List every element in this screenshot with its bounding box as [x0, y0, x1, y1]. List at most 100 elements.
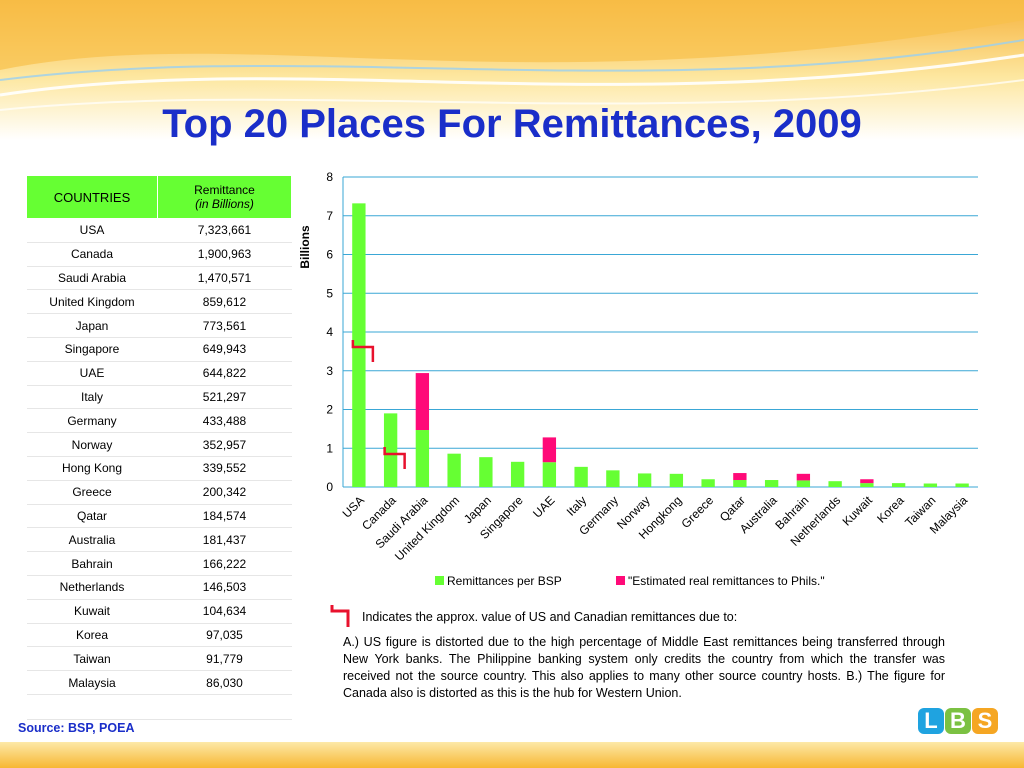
table-cell-value: 97,035: [157, 623, 292, 648]
bar-estimated-real-remittances: [860, 479, 874, 484]
bar-remittances-per-bsp: [637, 473, 652, 487]
bar-remittances-per-bsp: [447, 453, 461, 487]
header-remittance: Remittance (in Billions): [157, 175, 292, 219]
table-cell-country: Saudi Arabia: [26, 266, 158, 291]
table-row: USA 7,323,661: [26, 218, 292, 243]
table-cell-value: 1,470,571: [157, 266, 292, 291]
bar-remittances-per-bsp: [574, 466, 588, 487]
table-cell-value: 859,612: [157, 289, 292, 315]
table-cell-country: Germany: [26, 408, 158, 434]
table-cell-value: 352,957: [157, 432, 292, 457]
remittance-table: COUNTRIES Remittance (in Billions) USA 7,…: [26, 175, 292, 720]
x-tick-label: UAE: [530, 493, 557, 520]
table-cell-country: UAE: [26, 361, 158, 386]
y-tick-label: 0: [326, 480, 333, 494]
logo-letter-s: S: [972, 708, 998, 734]
header-countries: COUNTRIES: [26, 175, 158, 219]
y-tick-label: 5: [326, 286, 333, 300]
x-tick-label: Italy: [564, 493, 589, 518]
total-label: TOTAL: [26, 694, 158, 720]
bar-remittances-per-bsp: [796, 480, 811, 487]
table-cell-country: United Kingdom: [26, 289, 158, 315]
logo-letter-l: L: [918, 708, 944, 734]
table-row: Bahrain 166,222: [26, 551, 292, 576]
table-body: USA 7,323,661 Canada 1,900,963 Saudi Arabia 1…: [26, 218, 292, 720]
table-row: Saudi Arabia 1,470,571: [26, 266, 292, 291]
table-cell-country: Singapore: [26, 337, 158, 362]
table-row: Qatar 184,574: [26, 504, 292, 529]
footer-band-decoration: [0, 742, 1024, 768]
bar-remittances-per-bsp: [383, 413, 398, 487]
table-row: Malaysia 86,030: [26, 670, 292, 695]
x-tick-label: Kuwait: [840, 493, 876, 529]
table-row: Korea 97,035: [26, 623, 292, 648]
table-row: Germany 433,488: [26, 408, 292, 434]
table-cell-country: Italy: [26, 385, 158, 410]
table-cell-value: 644,822: [157, 361, 292, 386]
table-cell-value: 104,634: [157, 599, 292, 624]
note-body-text: A.) US figure is distorted due to the hi…: [343, 635, 945, 700]
table-cell-country: Canada: [26, 242, 158, 267]
bar-remittances-per-bsp: [415, 430, 430, 487]
table-cell-value: 521,297: [157, 385, 292, 410]
table-row: Hong Kong 339,552: [26, 456, 292, 481]
legend-label-estimated: "Estimated real remittances to Phils.": [628, 574, 825, 588]
header-remittance-line2: (in Billions): [195, 197, 254, 211]
y-tick-label: 3: [326, 364, 333, 378]
table-cell-value: 181,437: [157, 527, 292, 553]
bar-remittances-per-bsp: [669, 473, 684, 487]
table-row: Australia 181,437: [26, 527, 292, 553]
table-cell-country: Norway: [26, 432, 158, 457]
table-row: UAE 644,822: [26, 361, 292, 386]
table-cell-country: Australia: [26, 527, 158, 553]
total-value: 16,528,983: [157, 694, 292, 720]
bar-remittances-per-bsp: [733, 480, 747, 487]
bar-estimated-real-remittances: [796, 473, 811, 481]
table-cell-value: 200,342: [157, 480, 292, 505]
bar-remittances-per-bsp: [955, 483, 969, 487]
canada-distortion-marker-icon: [383, 447, 406, 469]
y-tick-label: 6: [326, 248, 333, 262]
legend-swatch-estimated: [616, 576, 625, 585]
bar-remittances-per-bsp: [606, 470, 620, 487]
y-tick-label: 7: [326, 209, 333, 223]
legend-swatch-bsp: [435, 576, 444, 585]
table-cell-country: Bahrain: [26, 551, 158, 576]
header-swoosh-decoration: [0, 0, 1024, 140]
table-row: Italy 521,297: [26, 385, 292, 410]
table-total-row: TOTAL 16,528,983: [26, 694, 292, 720]
usa-distortion-marker-icon: [351, 340, 375, 362]
bar-remittances-per-bsp: [510, 461, 525, 487]
table-cell-value: 146,503: [157, 575, 292, 600]
table-cell-country: Netherlands: [26, 575, 158, 600]
table-cell-country: USA: [26, 218, 158, 243]
bar-remittances-per-bsp: [891, 483, 906, 487]
y-tick-label: 4: [326, 325, 333, 339]
bar-remittances-per-bsp: [828, 481, 842, 487]
bar-remittances-per-bsp: [352, 203, 366, 487]
table-cell-value: 184,574: [157, 504, 292, 529]
table-cell-country: Malaysia: [26, 670, 158, 695]
header-remittance-line1: Remittance: [194, 183, 255, 197]
x-tick-label: USA: [340, 493, 367, 520]
bar-remittances-per-bsp: [479, 457, 493, 487]
bar-estimated-real-remittances: [415, 373, 430, 431]
source-text: Source: BSP, POEA: [18, 721, 135, 735]
table-row: Canada 1,900,963: [26, 242, 292, 267]
table-cell-value: 649,943: [157, 337, 292, 362]
table-row: Japan 773,561: [26, 313, 292, 338]
y-tick-label: 1: [326, 441, 333, 455]
table-cell-value: 1,900,963: [157, 242, 292, 267]
bar-remittances-per-bsp: [923, 483, 938, 487]
bar-estimated-real-remittances: [542, 437, 557, 463]
table-cell-country: Taiwan: [26, 646, 158, 672]
table-cell-country: Qatar: [26, 504, 158, 529]
table-cell-country: Japan: [26, 313, 158, 338]
y-tick-label: 2: [326, 403, 333, 417]
x-tick-label: Greece: [679, 493, 717, 531]
bar-remittances-per-bsp: [542, 462, 557, 487]
table-row: Greece 200,342: [26, 480, 292, 505]
distortion-marker-icon: [330, 605, 350, 627]
